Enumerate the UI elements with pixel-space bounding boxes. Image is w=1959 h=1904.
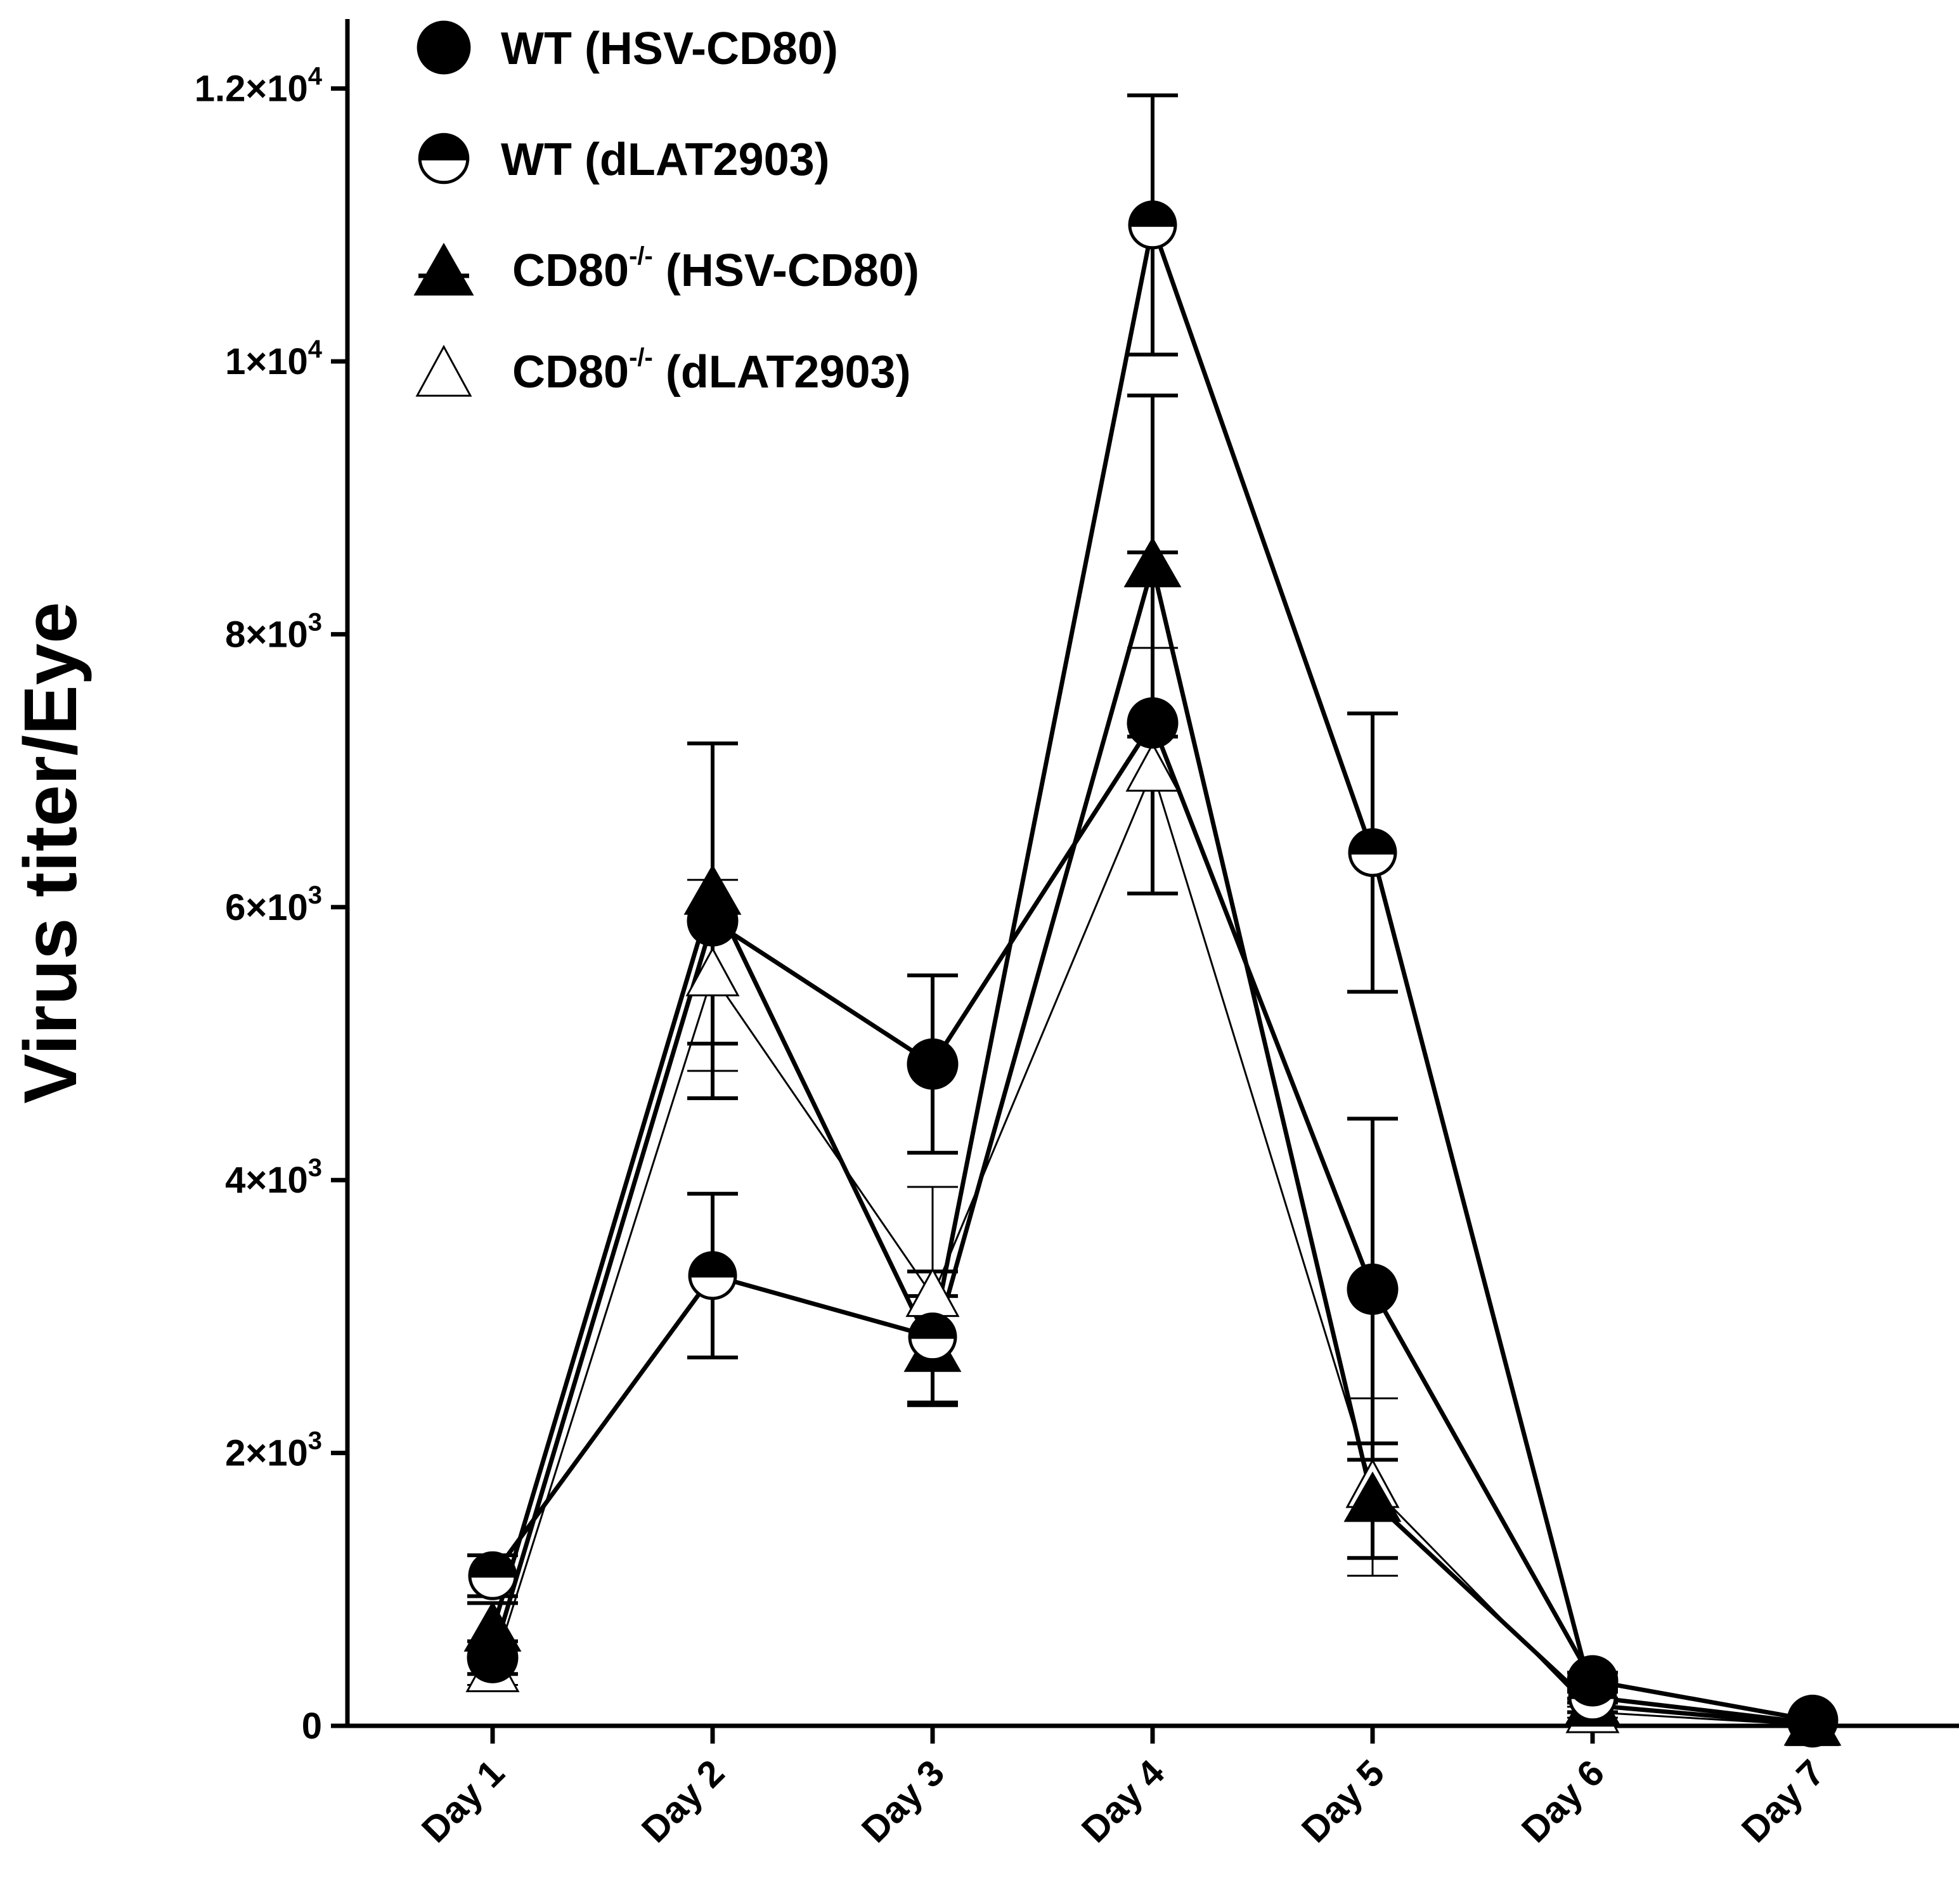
marker-circle [467, 1631, 519, 1683]
legend-label-rest: (dLAT2903) [653, 347, 911, 398]
y-tick-label-exponent: 3 [308, 608, 322, 636]
marker-circle [1127, 697, 1179, 749]
y-tick-label: 4×103 [225, 1154, 322, 1201]
marker-circle-filled [467, 1631, 519, 1683]
marker-circle [687, 895, 739, 947]
y-tick-label-base: 1.2×10 [195, 68, 308, 110]
legend-label-main: CD80 [512, 245, 629, 296]
legend-label-sup: -/- [629, 344, 653, 372]
legend-entry-0: WT (HSV-CD80) [417, 20, 838, 75]
legend-label: CD80-/- (HSV-CD80) [512, 242, 919, 296]
legend-entry-3: CD80-/- (dLAT2903) [415, 344, 911, 398]
y-tick-label-base: 8×10 [225, 614, 308, 655]
marker-circle [907, 1038, 959, 1090]
marker-circle [1787, 1694, 1839, 1746]
marker-circle [1347, 1263, 1399, 1315]
tick-marks [331, 86, 1815, 1744]
y-tick-label: 6×103 [225, 881, 322, 928]
legend-label-sup: -/- [629, 242, 653, 270]
marker-circle-filled [1567, 1655, 1619, 1707]
marker-triangle-filled [1343, 1471, 1402, 1522]
marker-circle-filled [1347, 1263, 1399, 1315]
marker-triangle [1343, 1471, 1402, 1522]
legend-label: WT (HSV-CD80) [501, 23, 838, 74]
marker-circle-half [1128, 200, 1177, 250]
x-tick-label: Day 2 [634, 1752, 732, 1850]
marker-circle-half [1348, 828, 1397, 878]
y-tick-label-exponent: 3 [308, 881, 322, 909]
marker-triangle-outline [685, 947, 740, 997]
marker-circle-filled [907, 1038, 959, 1090]
marker-circle-half [908, 1312, 957, 1362]
legend-entry-2: CD80-/- (HSV-CD80) [413, 242, 919, 296]
legend-label-main: CD80 [512, 347, 629, 398]
marker-circle-filled [417, 20, 471, 75]
y-tick-label: 1.2×104 [195, 63, 323, 110]
marker-circle-top-half [1350, 829, 1395, 853]
x-tick-labels: Day 1 Day 2 Day 3 Day 4 Day 5 Day 6 Day 7 [414, 1752, 1832, 1850]
y-tick-label-exponent: 4 [308, 335, 323, 363]
legend-label-rest: (HSV-CD80) [653, 245, 919, 296]
legend-label-main: WT (HSV-CD80) [501, 23, 838, 74]
x-tick-label: Day 3 [854, 1752, 952, 1850]
marker-circle-filled [687, 895, 739, 947]
legend-label-main: WT (dLAT2903) [501, 134, 830, 185]
y-tick-label: 8×103 [225, 608, 322, 655]
y-tick-label: 1×104 [225, 335, 323, 382]
marker-circle [417, 20, 471, 75]
marker-triangle-outline [415, 344, 472, 397]
y-tick-label: 2×103 [225, 1427, 322, 1474]
series-1 [467, 93, 1838, 1726]
marker-circle-filled [1127, 697, 1179, 749]
x-tick-label: Day 4 [1074, 1752, 1172, 1850]
marker-triangle-filled [1123, 536, 1182, 588]
marker-circle-half [468, 1551, 517, 1600]
marker-circle-half [418, 133, 470, 185]
series-markers-1 [468, 200, 1837, 1748]
legend: WT (HSV-CD80)WT (dLAT2903)CD80-/- (HSV-C… [413, 20, 919, 398]
marker-circle-half [688, 1251, 737, 1300]
x-tick-label: Day 5 [1294, 1752, 1392, 1850]
x-tick-label: Day 1 [414, 1752, 512, 1850]
y-tick-label: 0 [302, 1706, 322, 1747]
marker-circle-top-half [470, 1553, 515, 1576]
data-series [463, 93, 1842, 1748]
marker-circle-top-half [910, 1314, 955, 1337]
y-tick-label-base: 1×10 [225, 341, 308, 382]
marker-circle-top-half [420, 134, 468, 159]
y-tick-label-exponent: 3 [308, 1154, 322, 1182]
marker-circle-filled [1787, 1694, 1839, 1746]
y-tick-label-exponent: 4 [308, 63, 323, 91]
marker-triangle-outline [1125, 742, 1180, 792]
legend-label: CD80-/- (dLAT2903) [512, 344, 911, 398]
marker-triangle [1123, 536, 1182, 588]
marker-triangle-filled [413, 242, 474, 296]
x-tick-label: Day 7 [1734, 1752, 1832, 1850]
marker-triangle-open [415, 344, 472, 397]
series-markers-0 [467, 697, 1839, 1746]
legend-entry-1: WT (dLAT2903) [418, 133, 830, 185]
y-tick-label-base: 0 [302, 1706, 322, 1747]
marker-triangle [413, 242, 474, 296]
marker-circle-top-half [690, 1252, 735, 1276]
y-tick-label-base: 6×10 [225, 887, 308, 928]
y-axis-label: Virus titer/Eye [9, 602, 93, 1103]
y-tick-label-exponent: 3 [308, 1427, 322, 1455]
marker-circle-top-half [1130, 202, 1175, 225]
marker-triangle-open [685, 947, 740, 997]
x-tick-label: Day 6 [1514, 1752, 1612, 1850]
marker-circle [1567, 1655, 1619, 1707]
y-tick-label-base: 4×10 [225, 1160, 308, 1201]
legend-label: WT (dLAT2903) [501, 134, 830, 185]
y-tick-label-base: 2×10 [225, 1433, 308, 1474]
marker-triangle-open [1125, 742, 1180, 792]
